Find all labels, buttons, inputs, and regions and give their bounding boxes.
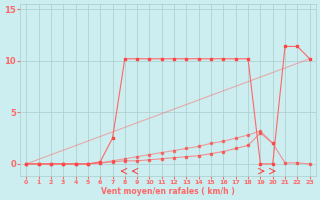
X-axis label: Vent moyen/en rafales ( km/h ): Vent moyen/en rafales ( km/h )	[101, 187, 235, 196]
